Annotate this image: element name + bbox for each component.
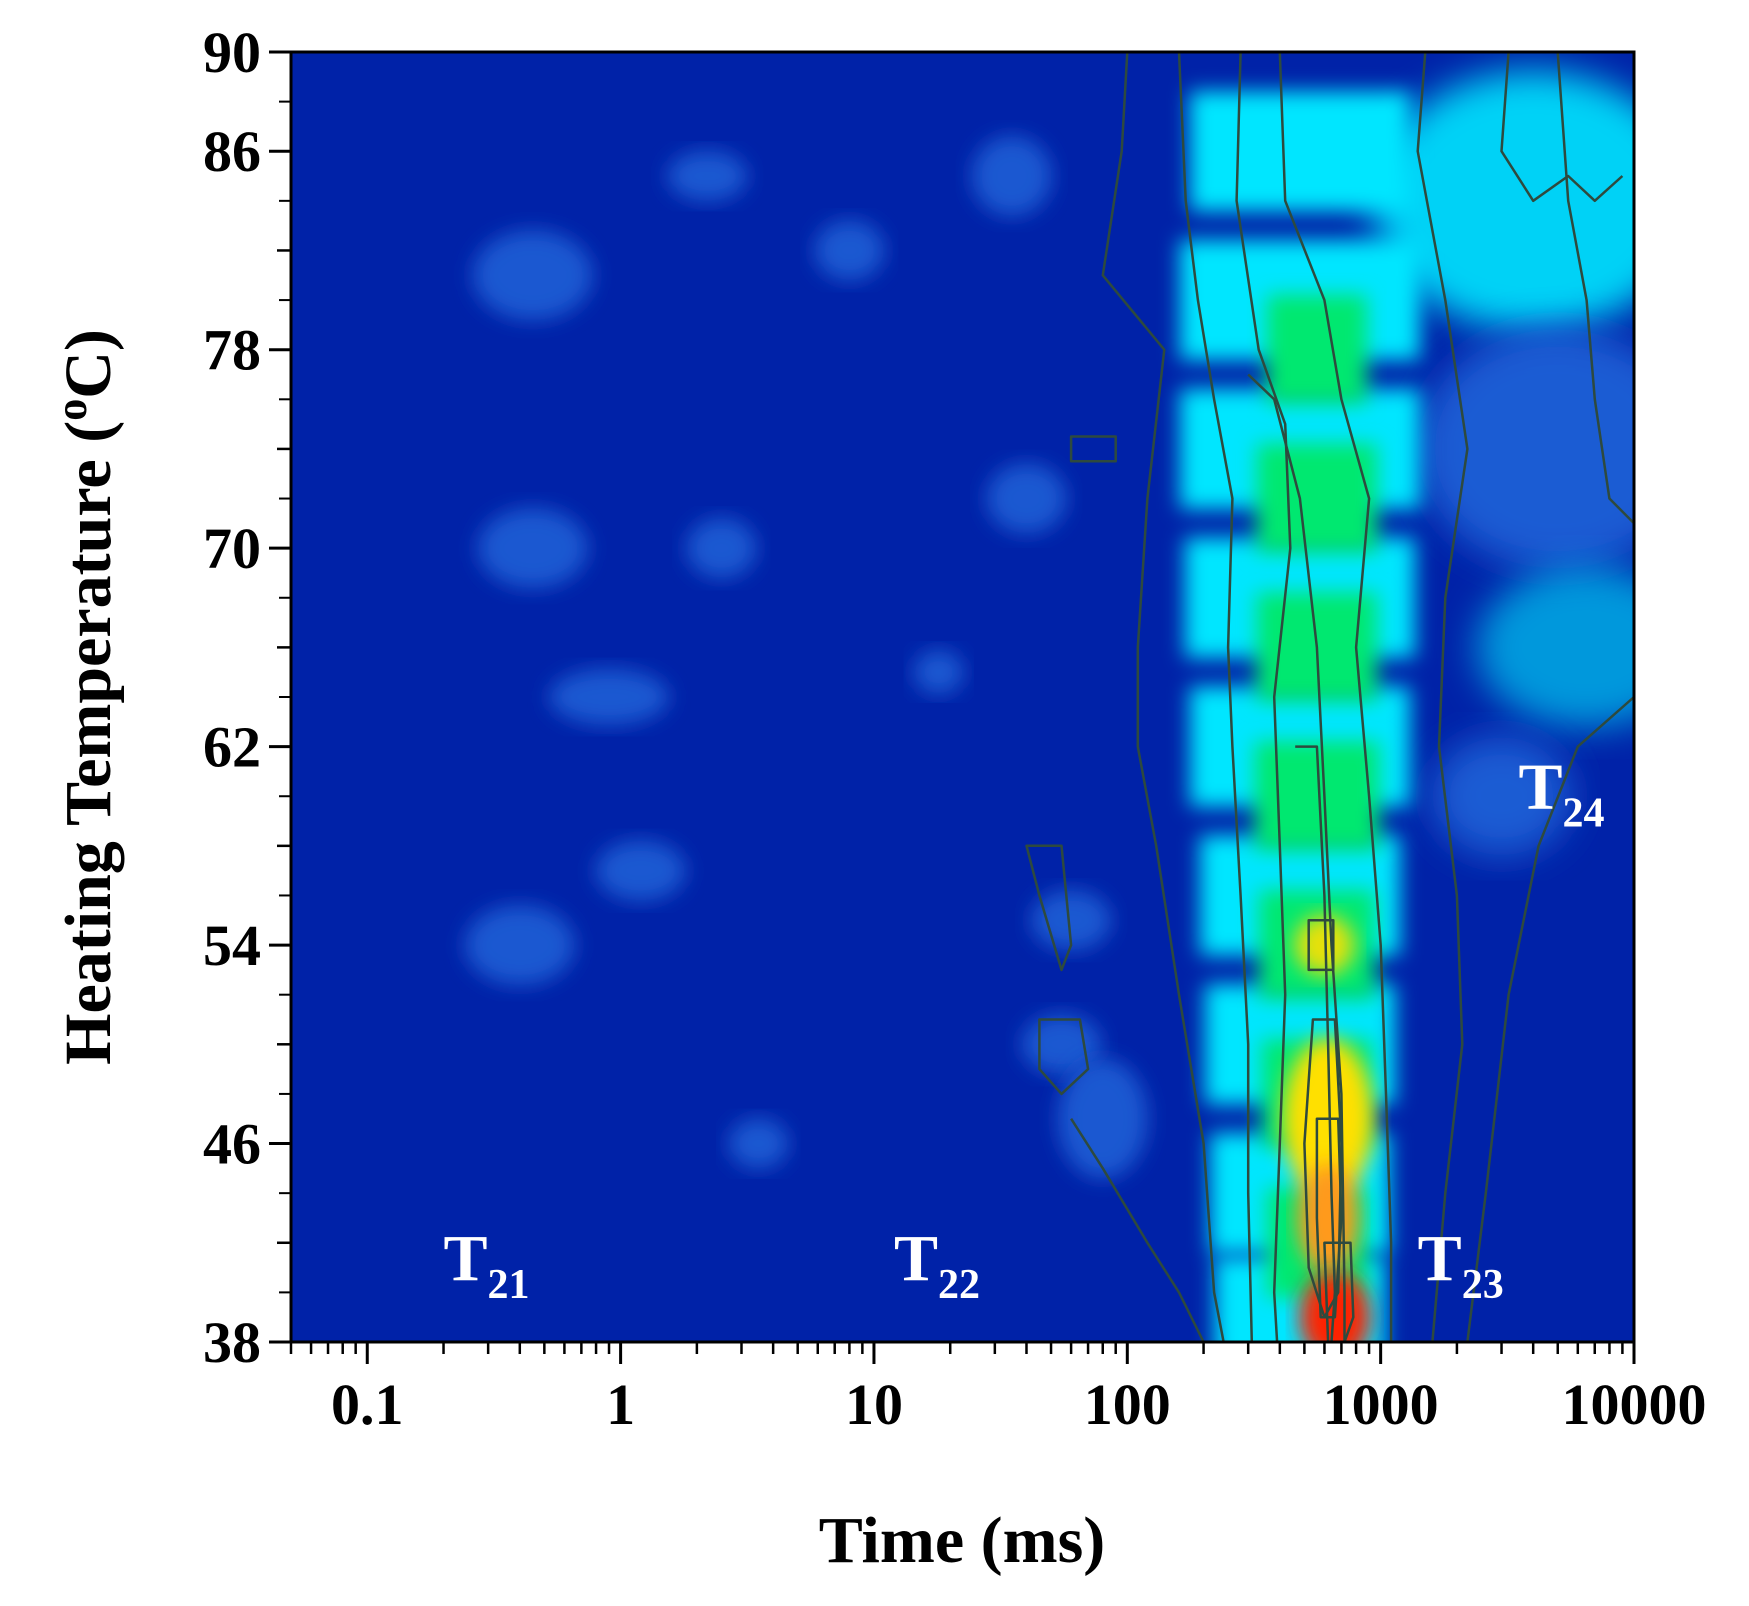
contour-line [1278, 52, 1393, 1342]
contour-line [1247, 373, 1346, 1342]
heatmap-faint-spot [913, 650, 964, 695]
plot-area [289, 50, 1636, 1344]
contour-line [1466, 696, 1634, 1342]
contour-line [1235, 52, 1292, 1342]
heatmap-faint-spot [1057, 1058, 1148, 1179]
heatmap-band-green [1256, 443, 1377, 554]
y-tick-label: 46 [203, 1112, 261, 1177]
contour-line [1323, 1241, 1355, 1342]
heatmap-faint-spot [667, 151, 748, 202]
y-tick-label: 54 [203, 913, 261, 978]
heatmap-faint-spot [464, 905, 575, 986]
contour-line [1070, 1118, 1205, 1342]
heatmap-band-green [1266, 294, 1367, 405]
y-tick-label: 38 [203, 1310, 261, 1375]
x-tick-label: 1 [606, 1372, 635, 1437]
heatmap-faint-spot [986, 463, 1067, 534]
y-tick-label: 78 [203, 318, 261, 383]
contour-line [1500, 52, 1624, 203]
peak-label: T21 [444, 1222, 530, 1308]
x-axis-title: Time (ms) [819, 1504, 1106, 1577]
heatmap-faint-spot [477, 508, 588, 589]
x-tick-label: 10 [845, 1372, 903, 1437]
contour-line [1556, 52, 1634, 525]
contour-layer [1025, 52, 1634, 1342]
heatmap-faint-spot [814, 220, 885, 281]
heatmap-t24-region [1431, 736, 1572, 857]
heatmap-band-cyan [1189, 91, 1410, 212]
x-tick-label: 10000 [1562, 1372, 1707, 1437]
heatmap-faint-spot [971, 136, 1052, 217]
heatmap-t24-region [1476, 567, 1634, 728]
heatmap-faint-spot [472, 230, 593, 321]
heatmap-faint-spot [549, 669, 670, 725]
contour-line [1177, 52, 1254, 1342]
heatmap-layer [464, 70, 1634, 1342]
contour-line [1069, 435, 1117, 463]
y-tick-label: 62 [203, 715, 261, 780]
contour-line [1025, 844, 1073, 972]
y-axis: 38 46 54 62 70 78 86 90 [203, 20, 291, 1375]
y-axis-title: Heating Temperature (oC) [47, 329, 125, 1065]
x-tick-label: 100 [1084, 1372, 1171, 1437]
contour-line [1101, 52, 1225, 1342]
peak-label: T22 [894, 1222, 980, 1308]
y-tick-label: 70 [203, 516, 261, 581]
x-tick-label: 1000 [1323, 1372, 1439, 1437]
contour-line [1038, 1018, 1090, 1096]
contour-line [1307, 919, 1335, 972]
peak-label: T23 [1418, 1222, 1504, 1308]
heatmap-faint-spot [686, 518, 757, 579]
contour-line [1303, 1018, 1343, 1319]
x-axis: 0.1 1 10 100 1000 10000 [289, 1342, 1707, 1437]
y-tick-label: 90 [203, 20, 261, 85]
y-tick-label: 86 [203, 119, 261, 184]
contour-line [1315, 1117, 1343, 1319]
heatmap-t24-region [1417, 328, 1634, 569]
heatmap-faint-spot [728, 1118, 789, 1169]
x-tick-label: 0.1 [331, 1372, 404, 1437]
contour-line [1295, 745, 1337, 1342]
peak-label: T24 [1518, 751, 1604, 837]
heatmap-faint-spot [595, 840, 686, 901]
peak-labels: T21 T22 T23 T24 [444, 751, 1605, 1308]
contour-line [1416, 52, 1469, 1342]
